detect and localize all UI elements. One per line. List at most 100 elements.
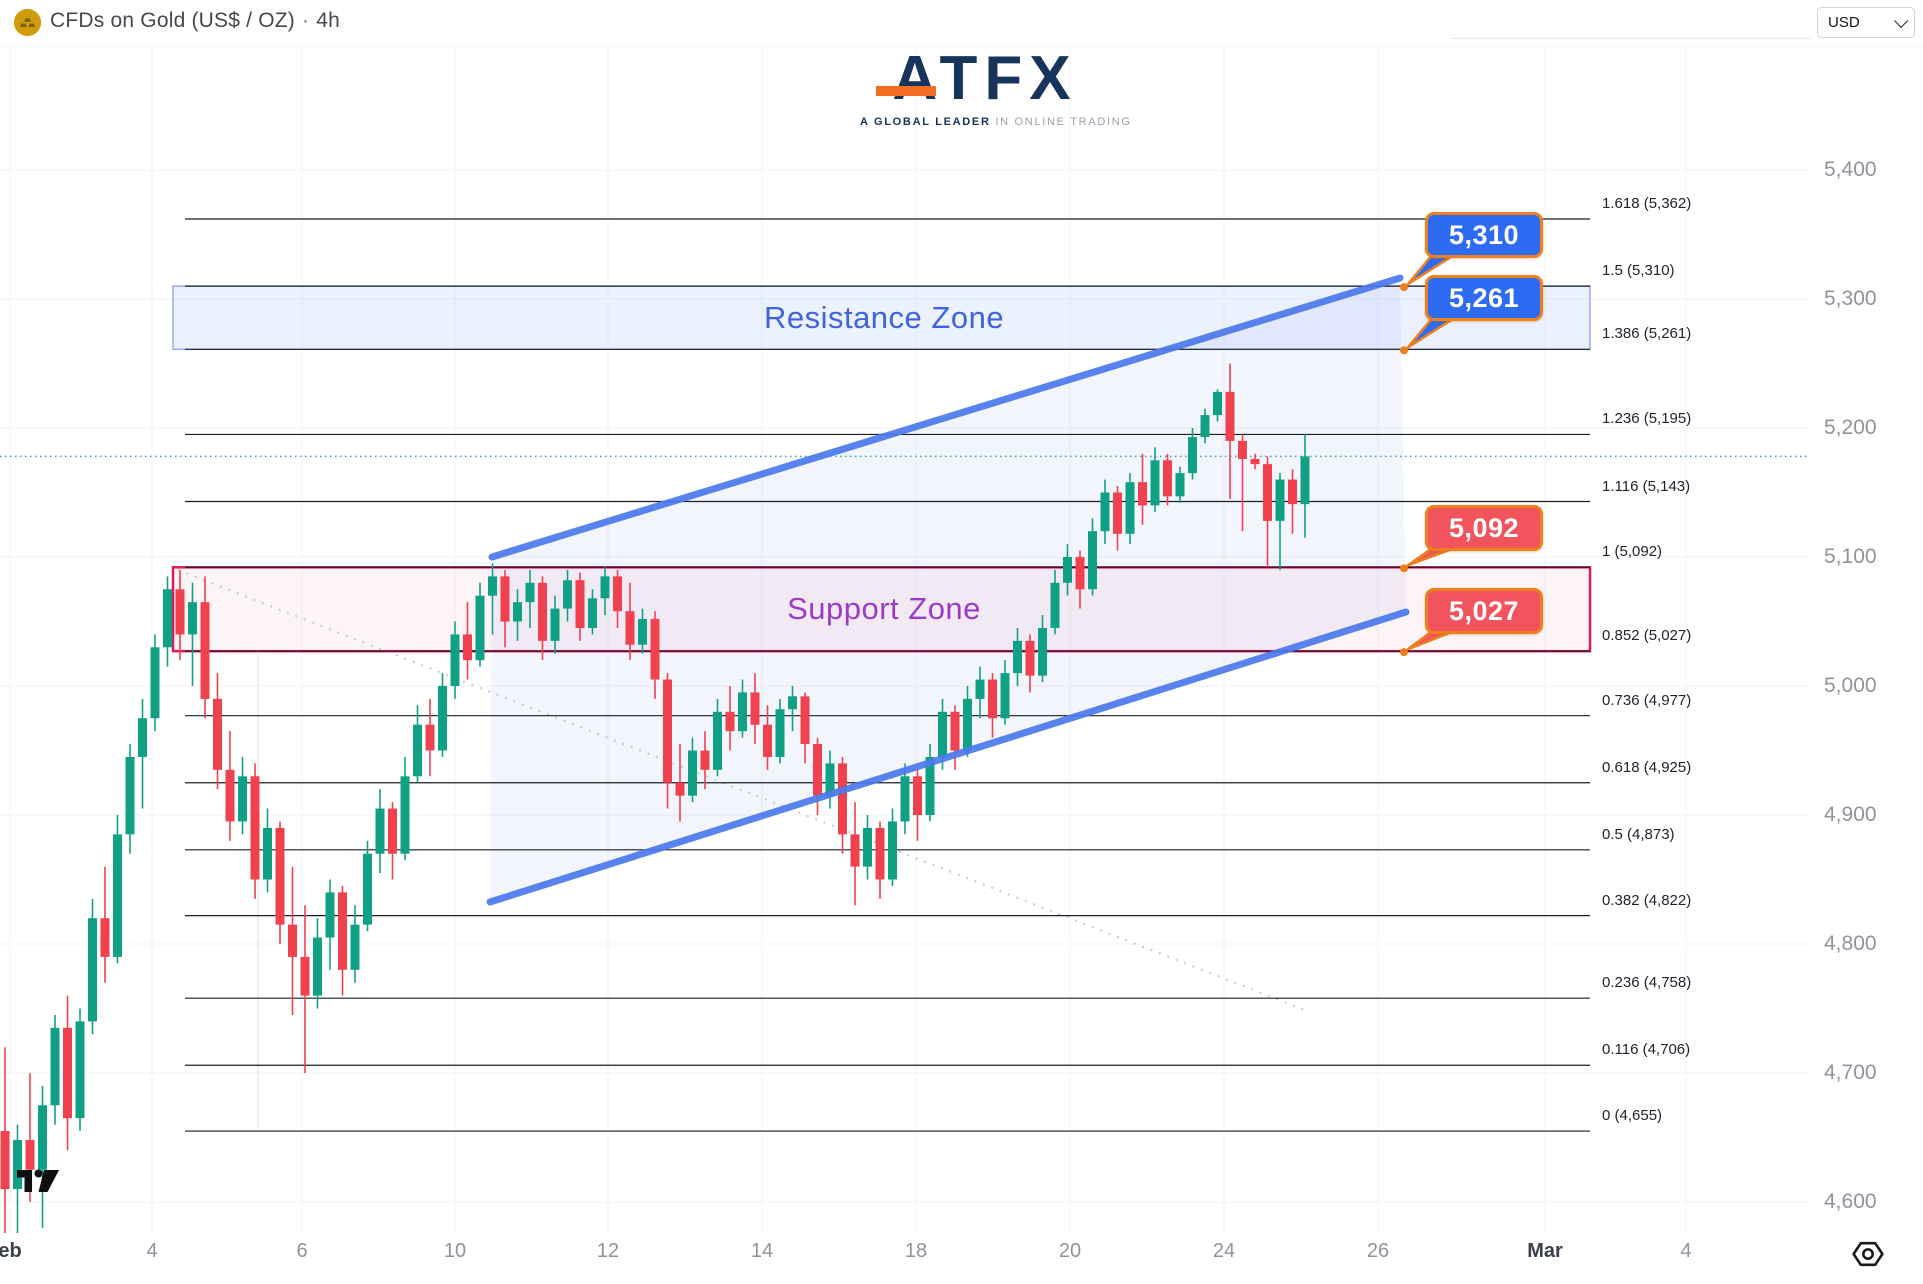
price-bubble[interactable]: 5,092 xyxy=(1425,505,1543,552)
candle xyxy=(925,756,935,815)
candle xyxy=(1275,479,1285,521)
candle xyxy=(988,679,997,719)
candle xyxy=(638,618,647,645)
candle xyxy=(650,618,660,680)
candle xyxy=(388,808,397,854)
candle xyxy=(863,827,872,867)
candle xyxy=(313,937,322,996)
candle xyxy=(575,580,585,628)
chart-header: CFDs on Gold (US$ / OZ) · 4h USD xyxy=(0,0,1923,47)
candle xyxy=(750,692,760,725)
fib-level-label: 1.386 (5,261) xyxy=(1602,325,1692,343)
candle xyxy=(1013,640,1022,674)
candle xyxy=(1288,479,1297,505)
candle xyxy=(138,718,147,757)
time-axis-label: 18 xyxy=(904,1240,928,1262)
tradingview-logo-icon[interactable] xyxy=(16,1164,64,1203)
candle xyxy=(200,602,210,699)
candle xyxy=(1125,482,1135,534)
candle xyxy=(375,808,385,854)
candle xyxy=(163,589,172,648)
candle xyxy=(225,769,235,822)
candle xyxy=(700,750,710,770)
price-bubble[interactable]: 5,310 xyxy=(1425,212,1543,259)
currency-select[interactable]: USD xyxy=(1817,7,1915,38)
candle xyxy=(513,602,522,622)
price-axis-label: 5,400 xyxy=(1824,158,1877,181)
candle xyxy=(500,576,510,622)
interval-label: 4h xyxy=(316,9,340,32)
candle xyxy=(1200,415,1210,438)
candle xyxy=(688,750,697,796)
bubble-anchor-dot xyxy=(1400,564,1408,573)
candle xyxy=(400,776,410,854)
time-axis-label: 26 xyxy=(1366,1240,1390,1262)
candle xyxy=(125,756,135,835)
time-axis-label: 24 xyxy=(1212,1240,1236,1262)
time-axis-label: Mar xyxy=(1527,1240,1563,1262)
candle xyxy=(88,918,97,1022)
chevron-down-icon xyxy=(1894,13,1909,28)
bubble-anchor-dot xyxy=(1400,346,1408,355)
candle xyxy=(725,711,735,732)
resistance-zone-label: Resistance Zone xyxy=(763,299,1005,335)
candle xyxy=(675,782,685,796)
price-bubble[interactable]: 5,027 xyxy=(1425,588,1543,635)
candle xyxy=(800,696,810,745)
candle xyxy=(1000,673,1010,719)
bubble-anchor-dot xyxy=(1400,648,1408,657)
fib-level-label: 0.736 (4,977) xyxy=(1602,691,1692,709)
atfx-orange-bar xyxy=(876,86,937,96)
candle xyxy=(975,679,985,699)
price-bubble[interactable]: 5,261 xyxy=(1425,275,1543,322)
candle xyxy=(1175,473,1185,497)
candle xyxy=(588,598,597,628)
price-axis-label: 4,700 xyxy=(1824,1061,1877,1084)
channel-upper-line[interactable] xyxy=(488,274,1404,561)
candle xyxy=(713,711,722,770)
fib-level-label: 1 (5,092) xyxy=(1602,543,1663,561)
candle xyxy=(413,724,422,777)
candle xyxy=(425,724,435,751)
candle xyxy=(738,692,747,732)
candle xyxy=(1063,557,1072,583)
fib-level-label: 0.5 (4,873) xyxy=(1602,825,1675,843)
fib-level-label: 0.618 (4,925) xyxy=(1602,758,1692,776)
candle xyxy=(950,711,960,751)
candle xyxy=(38,1105,47,1170)
gear-icon[interactable] xyxy=(1849,1236,1887,1277)
currency-value: USD xyxy=(1828,14,1860,31)
candle xyxy=(1300,456,1310,505)
candle xyxy=(788,696,797,710)
candle xyxy=(775,709,785,757)
symbol-title[interactable]: CFDs on Gold (US$ / OZ) · 4h xyxy=(50,9,340,33)
candle xyxy=(938,711,947,757)
candle xyxy=(1225,391,1235,441)
price-axis-label: 5,300 xyxy=(1824,287,1877,310)
candle xyxy=(463,634,472,661)
candle xyxy=(563,580,572,609)
candle xyxy=(238,776,247,822)
time-axis-label: 20 xyxy=(1058,1240,1082,1262)
candle xyxy=(1163,460,1172,497)
candle xyxy=(1113,492,1122,534)
candle xyxy=(188,602,197,635)
candle xyxy=(1238,440,1247,459)
price-axis-label: 5,000 xyxy=(1824,674,1877,697)
channel-lower-line[interactable] xyxy=(486,608,1410,906)
candle xyxy=(763,724,772,757)
candle xyxy=(1050,582,1060,628)
candle xyxy=(538,582,547,641)
time-axis-label: 6 xyxy=(296,1240,308,1262)
bubble-anchor-dot xyxy=(1400,283,1408,292)
candle xyxy=(663,679,672,783)
candle xyxy=(113,834,122,957)
fib-level-label: 1.5 (5,310) xyxy=(1602,262,1675,280)
gold-bars-icon xyxy=(13,8,42,37)
candle xyxy=(825,763,835,796)
candle xyxy=(613,576,622,612)
candle xyxy=(900,776,910,822)
candle xyxy=(13,1140,22,1190)
candle xyxy=(1213,391,1222,416)
